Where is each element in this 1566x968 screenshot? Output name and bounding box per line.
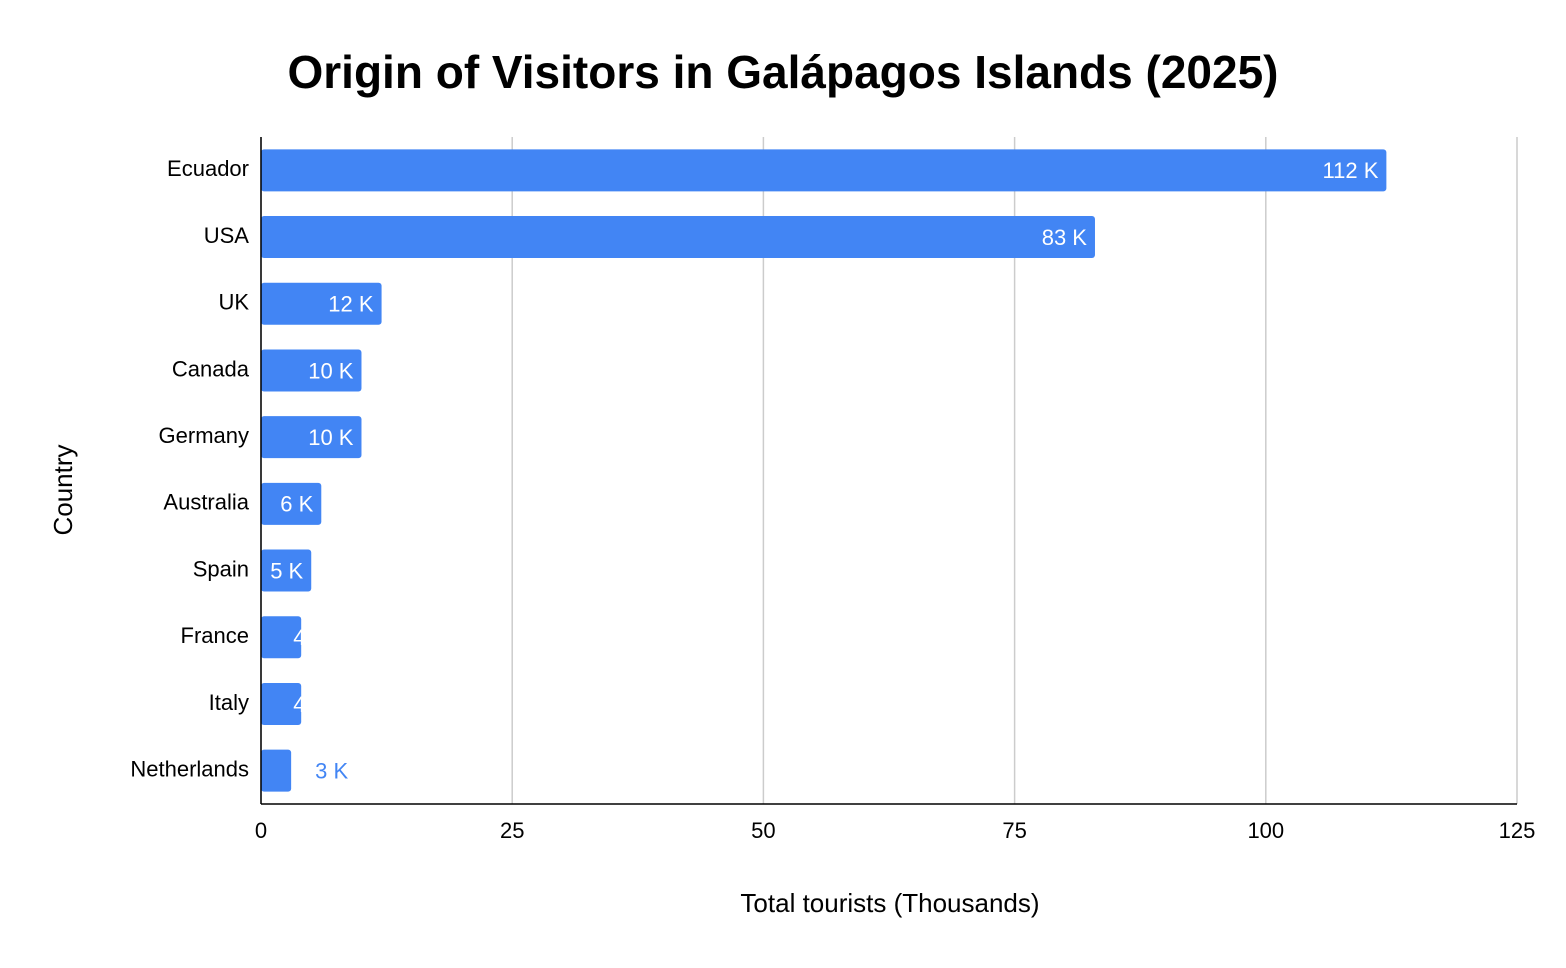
y-axis-title: Country xyxy=(48,444,78,535)
value-label: 3 K xyxy=(315,758,348,783)
bar xyxy=(261,549,312,592)
bar xyxy=(261,149,1387,192)
y-tick-label: Spain xyxy=(193,556,249,581)
value-label: 10 K xyxy=(308,358,354,383)
x-tick-label: 100 xyxy=(1247,818,1284,843)
bar xyxy=(261,682,302,725)
x-tick-label: 25 xyxy=(500,818,524,843)
y-tick-label: Netherlands xyxy=(130,756,249,781)
value-label: 5 K xyxy=(270,558,303,583)
bar xyxy=(261,482,322,525)
y-tick-label: Ecuador xyxy=(167,156,249,181)
y-tick-label: Australia xyxy=(163,490,249,515)
value-label: 6 K xyxy=(280,492,313,517)
y-tick-label: France xyxy=(181,623,249,648)
bar xyxy=(261,416,362,459)
bar xyxy=(261,349,362,392)
value-label: 112 K xyxy=(1323,158,1379,183)
y-tick-label: UK xyxy=(218,290,249,315)
bar xyxy=(261,282,382,325)
bar xyxy=(261,749,292,792)
x-tick-label: 75 xyxy=(1002,818,1026,843)
y-tick-label: Canada xyxy=(172,356,250,381)
chart-title: Origin of Visitors in Galápagos Islands … xyxy=(288,46,1279,98)
y-tick-label: Italy xyxy=(209,690,249,715)
value-label: 12 K xyxy=(328,292,374,317)
y-tick-label: USA xyxy=(204,223,250,248)
value-label: 4 K xyxy=(293,625,326,650)
bar xyxy=(261,616,302,659)
x-axis-title: Total tourists (Thousands) xyxy=(740,888,1039,918)
x-tick-label: 0 xyxy=(255,818,267,843)
value-label: 83 K xyxy=(1042,225,1088,250)
y-tick-label: Germany xyxy=(159,423,249,448)
x-tick-label: 125 xyxy=(1499,818,1536,843)
value-label: 4 K xyxy=(293,692,326,717)
x-tick-label: 50 xyxy=(751,818,775,843)
value-label: 10 K xyxy=(308,425,354,450)
bar xyxy=(261,216,1095,259)
